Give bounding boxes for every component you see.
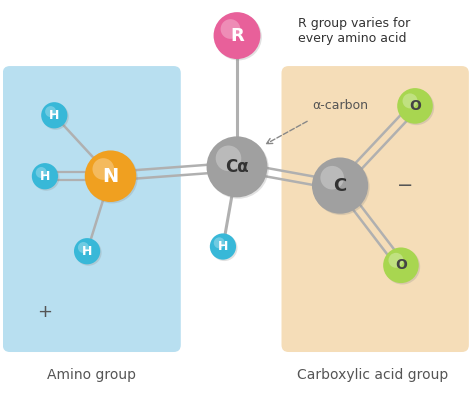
Circle shape [215, 14, 262, 61]
Text: R: R [230, 27, 244, 44]
Circle shape [312, 158, 368, 214]
Text: O: O [409, 99, 421, 113]
Circle shape [220, 19, 240, 39]
Circle shape [33, 164, 59, 191]
Circle shape [399, 90, 434, 125]
Circle shape [41, 102, 67, 128]
FancyBboxPatch shape [3, 66, 181, 352]
Circle shape [389, 253, 403, 268]
Text: R group varies for
every amino acid: R group varies for every amino acid [298, 17, 410, 45]
FancyBboxPatch shape [282, 66, 469, 352]
Circle shape [397, 88, 433, 124]
Text: α-carbon: α-carbon [312, 99, 368, 112]
Text: −: − [398, 176, 414, 195]
Circle shape [74, 238, 100, 264]
Circle shape [43, 103, 69, 130]
Text: H: H [82, 245, 92, 258]
Circle shape [214, 237, 225, 248]
Text: C: C [333, 177, 346, 195]
Text: +: + [37, 303, 53, 321]
Circle shape [36, 167, 47, 178]
Text: Amino group: Amino group [47, 368, 137, 383]
Text: O: O [395, 258, 407, 272]
Circle shape [210, 234, 236, 260]
Circle shape [211, 235, 237, 261]
Circle shape [207, 137, 267, 197]
Circle shape [45, 106, 56, 117]
Circle shape [78, 242, 89, 253]
Circle shape [216, 145, 241, 171]
Text: H: H [218, 240, 228, 253]
Circle shape [384, 249, 420, 284]
Text: H: H [49, 109, 60, 122]
Text: Cα: Cα [225, 158, 249, 176]
Circle shape [86, 152, 137, 203]
Circle shape [313, 159, 370, 215]
Circle shape [32, 163, 58, 189]
Circle shape [75, 240, 101, 266]
Circle shape [208, 138, 269, 199]
Text: H: H [40, 170, 50, 183]
Circle shape [320, 166, 344, 189]
Circle shape [402, 93, 418, 108]
Text: N: N [102, 167, 118, 186]
Circle shape [214, 12, 260, 59]
Circle shape [85, 150, 137, 202]
Circle shape [92, 158, 114, 180]
Text: Carboxylic acid group: Carboxylic acid group [297, 368, 448, 383]
Circle shape [383, 248, 419, 283]
